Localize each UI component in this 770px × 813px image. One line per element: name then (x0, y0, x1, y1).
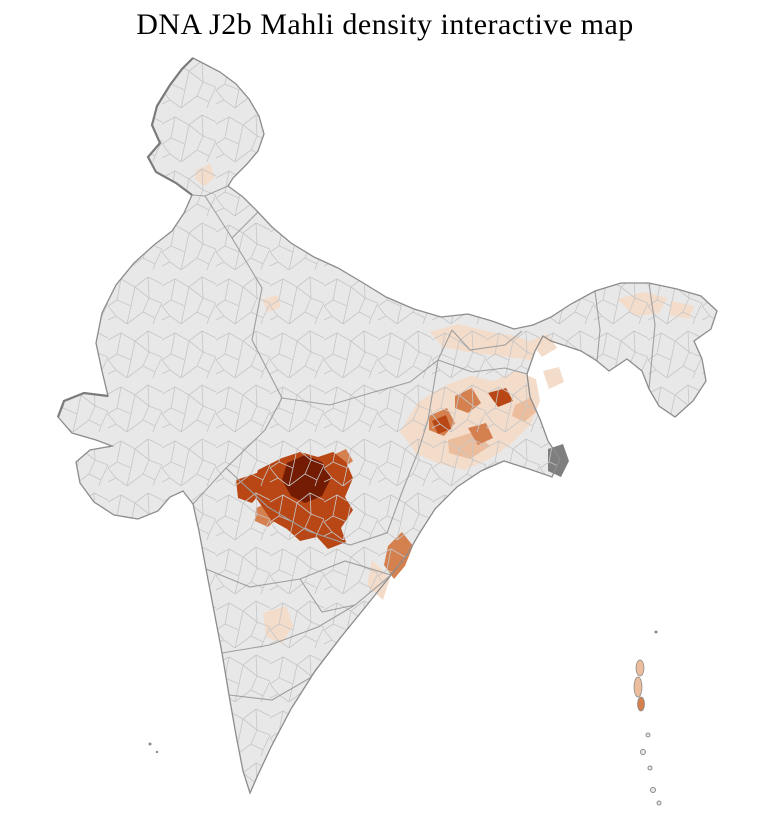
region-metro-gray-patch[interactable] (548, 444, 569, 477)
region-island-patch-2[interactable] (633, 676, 643, 698)
region-island-patch-1[interactable] (635, 659, 645, 677)
island-dot[interactable] (650, 787, 656, 793)
island-dot[interactable] (148, 742, 152, 746)
island-dot[interactable] (155, 750, 159, 754)
page-title: DNA J2b Mahli density interactive map (136, 8, 634, 41)
region-island-patch-3[interactable] (637, 696, 645, 712)
island-dot[interactable] (647, 765, 653, 771)
island-dot[interactable] (645, 732, 651, 738)
island-dot[interactable] (656, 800, 662, 806)
island-dot[interactable] (640, 749, 646, 755)
island-chain[interactable] (148, 630, 662, 806)
india-landmass[interactable] (58, 58, 717, 793)
region-hill-east-patch[interactable] (543, 367, 564, 389)
island-dot[interactable] (654, 630, 658, 634)
